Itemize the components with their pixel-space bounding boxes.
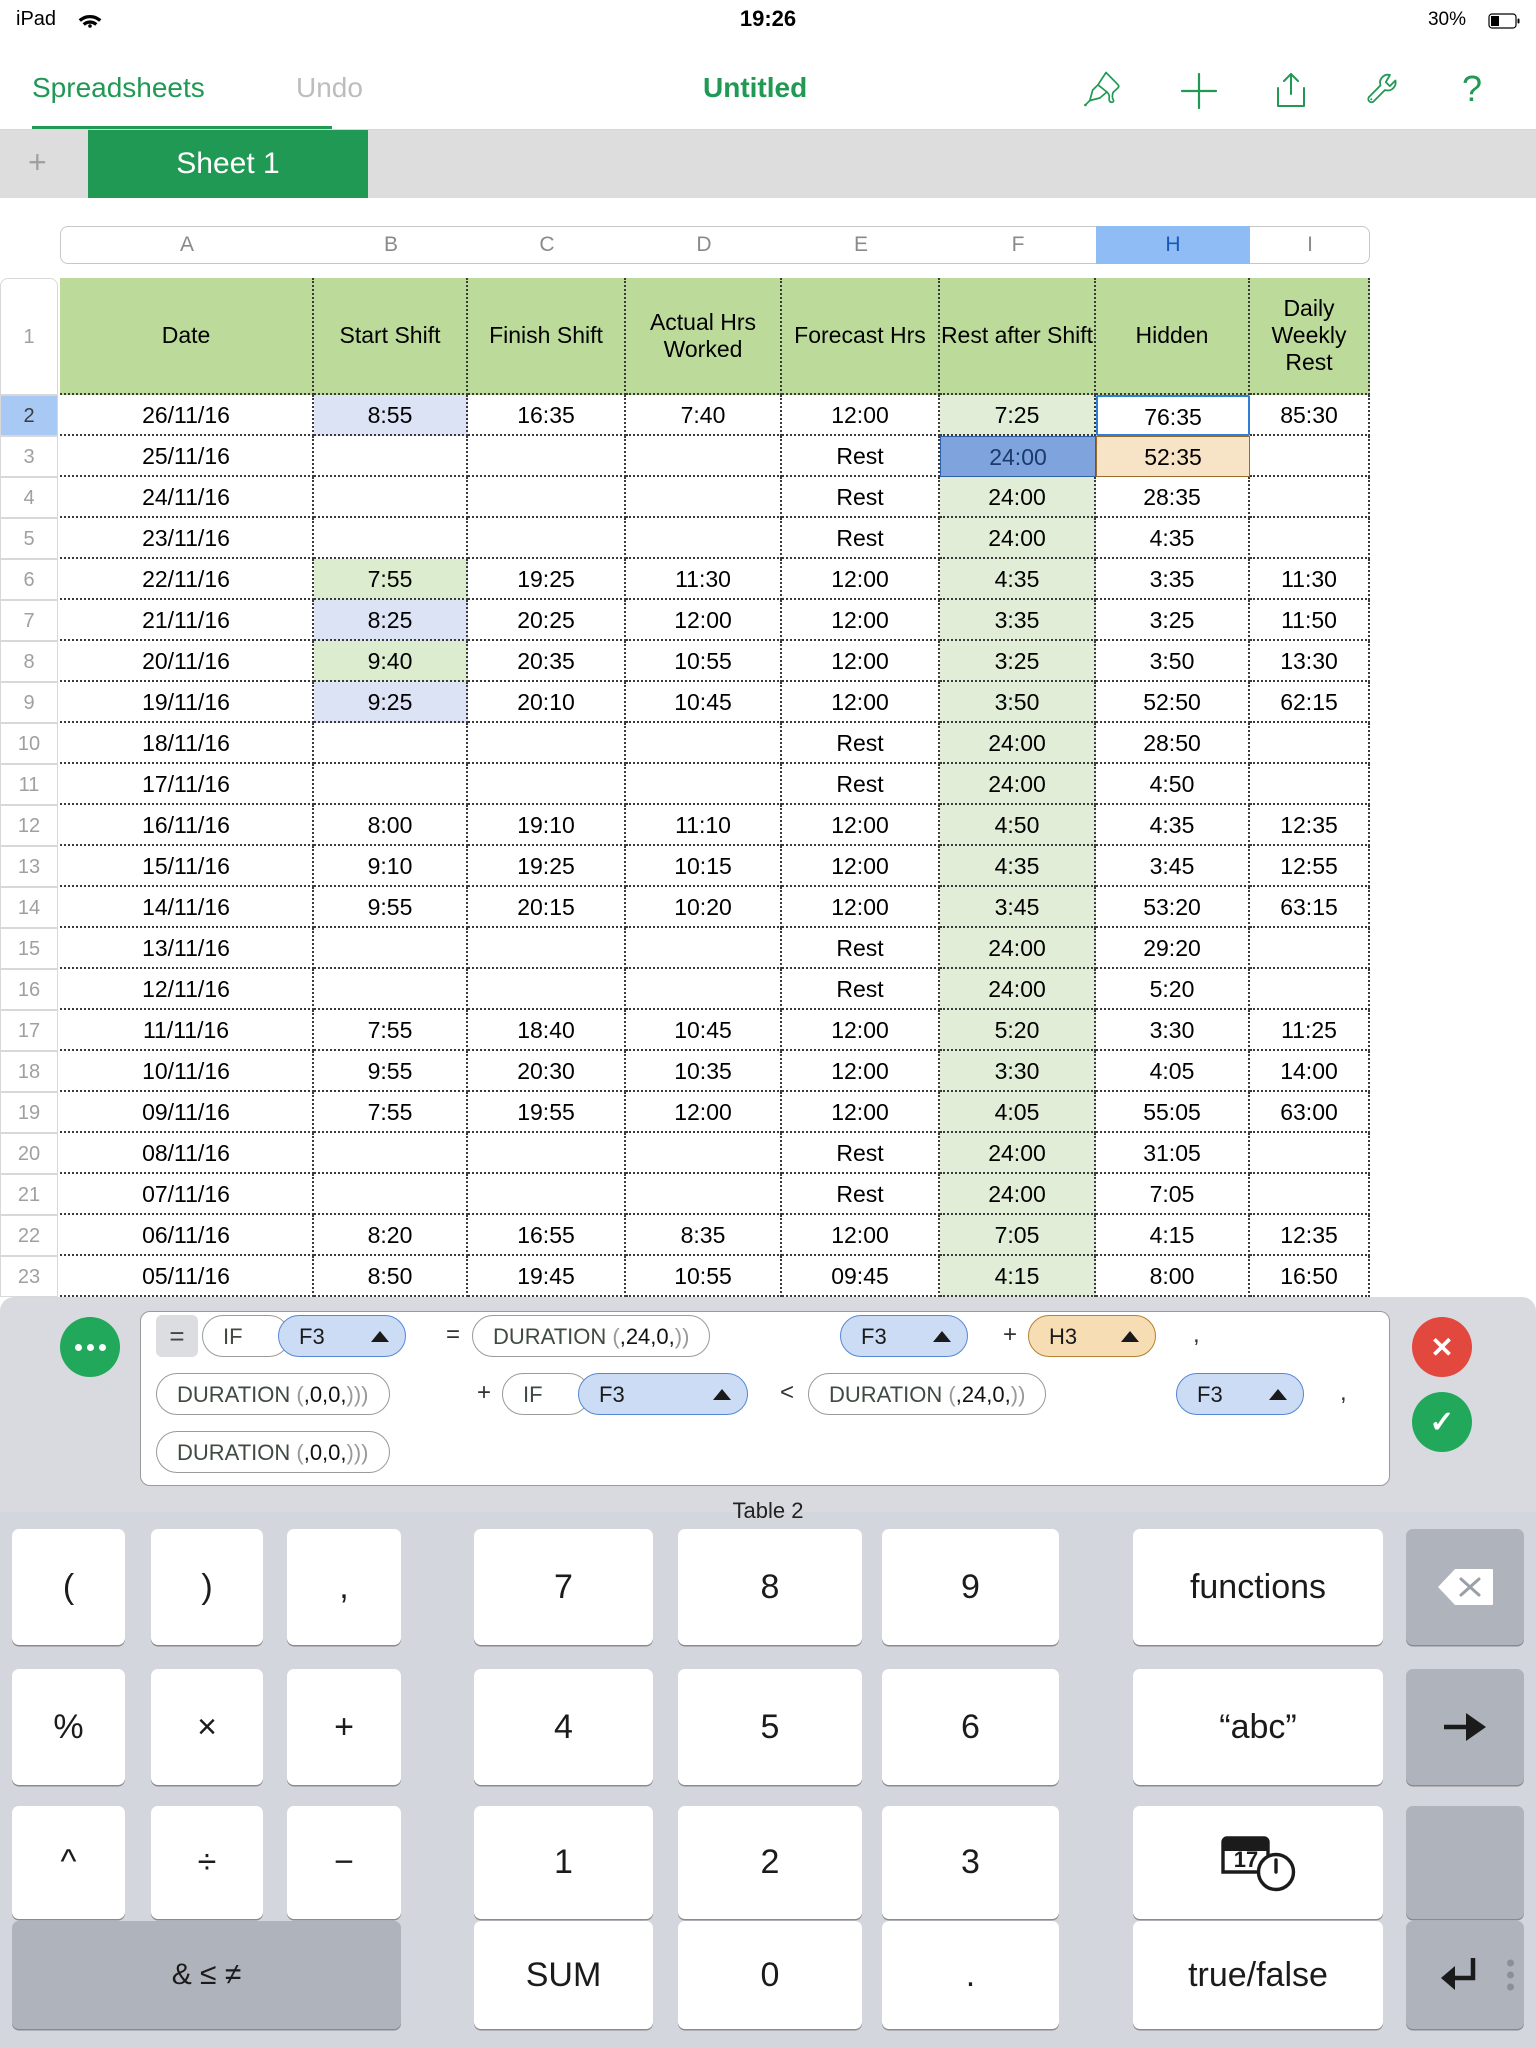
svg-text:17: 17 [1234,1847,1258,1872]
